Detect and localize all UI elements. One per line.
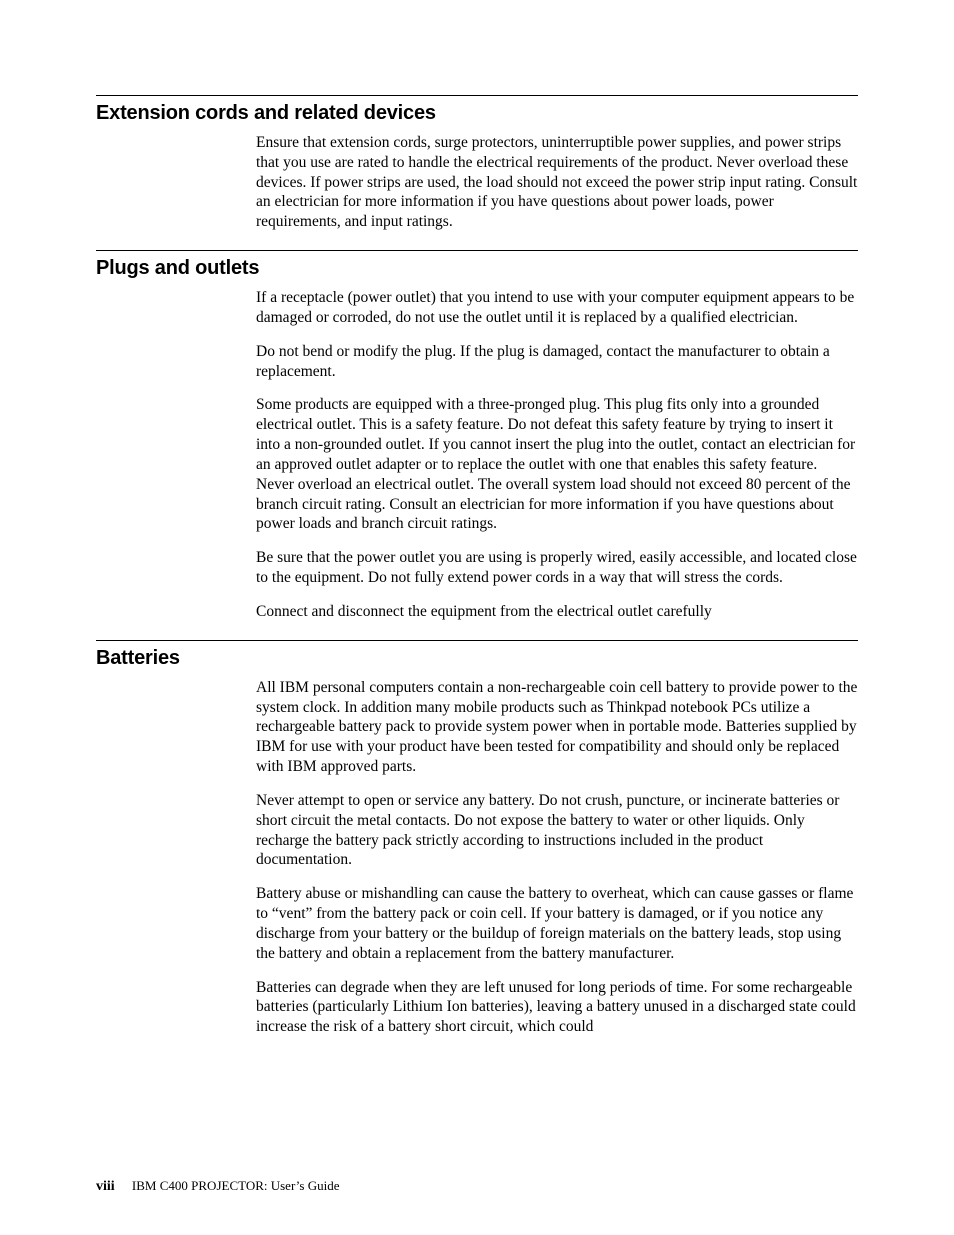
paragraph: If a receptacle (power outlet) that you …: [256, 288, 858, 328]
section-heading: Batteries: [96, 647, 858, 670]
section-heading: Extension cords and related devices: [96, 102, 858, 125]
paragraph: Battery abuse or mishandling can cause t…: [256, 884, 858, 963]
section-plugs-outlets: Plugs and outlets If a receptacle (power…: [96, 250, 858, 622]
page-footer: viii IBM C400 PROJECTOR: User’s Guide: [96, 1178, 339, 1195]
paragraph: All IBM personal computers contain a non…: [256, 678, 858, 777]
paragraph: Ensure that extension cords, surge prote…: [256, 133, 858, 232]
paragraph: Be sure that the power outlet you are us…: [256, 548, 858, 588]
section-body: All IBM personal computers contain a non…: [256, 678, 858, 1037]
section-rule: [96, 640, 858, 641]
paragraph: Batteries can degrade when they are left…: [256, 978, 858, 1037]
paragraph: Some products are equipped with a three-…: [256, 395, 858, 534]
section-body: Ensure that extension cords, surge prote…: [256, 133, 858, 232]
doc-title: IBM C400 PROJECTOR: User’s Guide: [132, 1178, 340, 1193]
paragraph: Connect and disconnect the equipment fro…: [256, 602, 858, 622]
section-heading: Plugs and outlets: [96, 257, 858, 280]
section-batteries: Batteries All IBM personal computers con…: [96, 640, 858, 1037]
section-rule: [96, 250, 858, 251]
section-body: If a receptacle (power outlet) that you …: [256, 288, 858, 622]
paragraph: Do not bend or modify the plug. If the p…: [256, 342, 858, 382]
section-rule: [96, 95, 858, 96]
page-number: viii: [96, 1179, 115, 1194]
section-extension-cords: Extension cords and related devices Ensu…: [96, 95, 858, 232]
paragraph: Never attempt to open or service any bat…: [256, 791, 858, 870]
